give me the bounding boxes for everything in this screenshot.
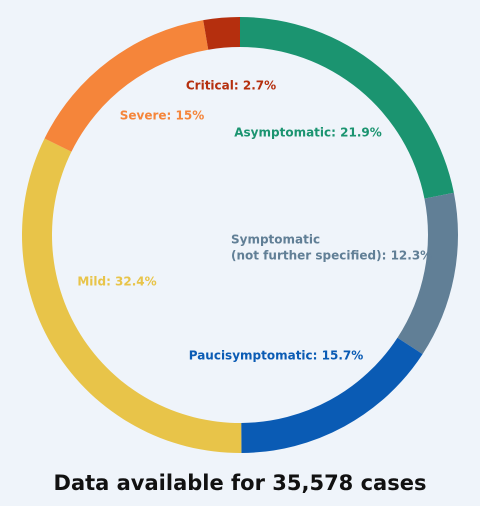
donut-segment	[22, 138, 242, 453]
segment-label: Symptomatic	[231, 233, 320, 247]
donut-segment	[397, 192, 458, 355]
caption: Data available for 35,578 cases	[54, 471, 427, 495]
segment-label: Critical: 2.7%	[186, 79, 276, 93]
segment-label: Asymptomatic: 21.9%	[234, 126, 382, 140]
segment-label: Paucisymptomatic: 15.7%	[189, 349, 364, 363]
segment-label: Severe: 15%	[120, 109, 205, 123]
donut-segment	[240, 17, 454, 199]
segment-label: Mild: 32.4%	[77, 275, 156, 289]
donut-segment	[44, 20, 209, 152]
donut-segment	[241, 337, 423, 453]
donut-segment	[203, 17, 240, 50]
segment-label: (not further specified): 12.3%	[231, 249, 432, 263]
